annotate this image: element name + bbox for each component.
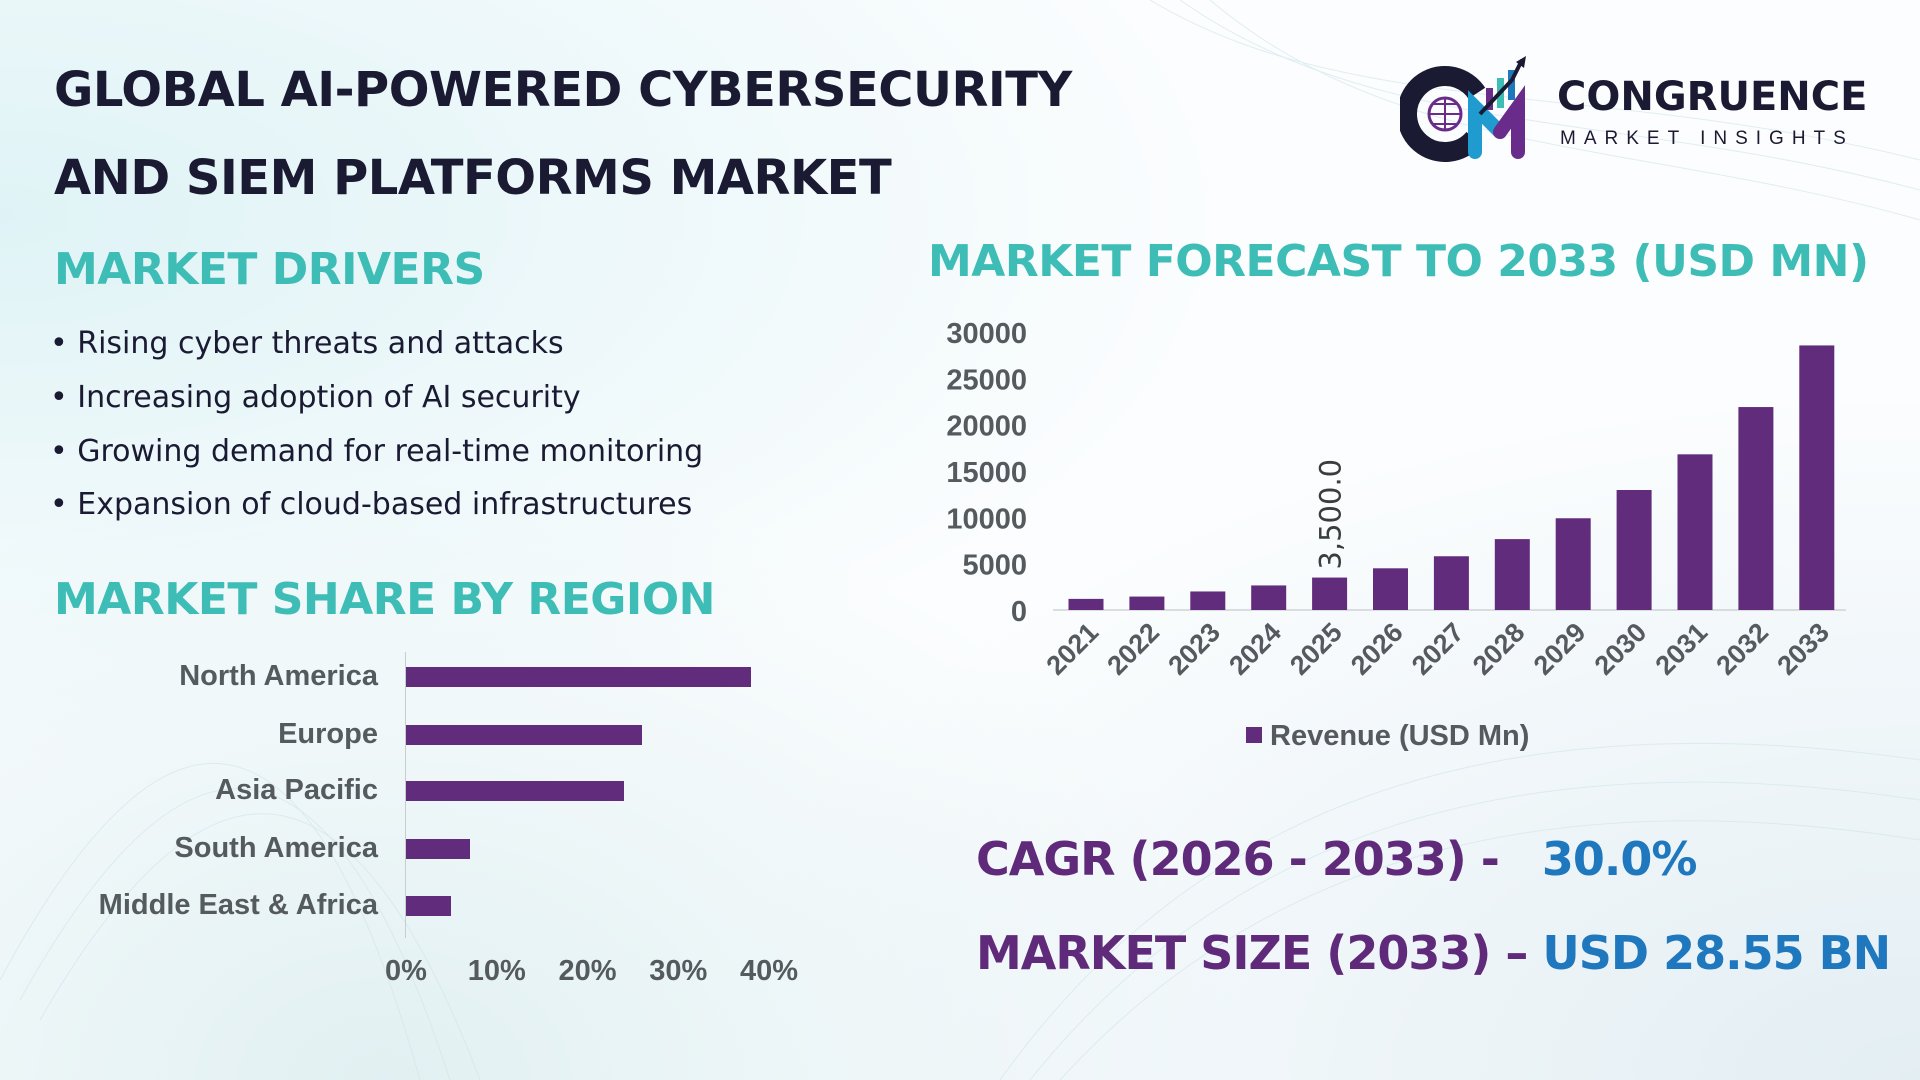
forecast-x-tick: 2029	[1528, 617, 1592, 681]
forecast-bar	[1616, 489, 1652, 610]
forecast-data-label: 3,500.0	[1314, 459, 1348, 570]
region-axis-line	[405, 652, 406, 938]
region-label: Asia Pacific	[215, 774, 378, 806]
forecast-chart-title: MARKET FORECAST TO 2033 (USD MN)	[928, 236, 1869, 287]
region-bar	[406, 667, 751, 687]
forecast-x-tick: 2028	[1467, 617, 1531, 681]
forecast-bar	[1373, 568, 1408, 610]
region-label: Europe	[278, 718, 378, 750]
forecast-x-tick: 2021	[1041, 617, 1105, 681]
forecast-y-tick: 10000	[946, 503, 1027, 535]
forecast-x-tick: 2027	[1406, 617, 1470, 681]
forecast-x-tick: 2031	[1650, 617, 1714, 681]
forecast-x-tick: 2025	[1284, 617, 1348, 681]
cagr-value: 30.0%	[1541, 832, 1698, 886]
legend-swatch	[1246, 727, 1262, 743]
region-chart-title: MARKET SHARE BY REGION	[54, 574, 716, 625]
forecast-bar	[1738, 407, 1774, 610]
forecast-y-tick: 30000	[946, 318, 1027, 350]
forecast-y-tick: 5000	[962, 550, 1027, 582]
region-bar	[406, 896, 452, 916]
forecast-x-tick: 2032	[1710, 617, 1774, 681]
region-x-tick: 40%	[739, 955, 799, 987]
region-x-tick: 20%	[558, 955, 617, 987]
region-label: Middle East & Africa	[98, 889, 378, 921]
forecast-x-tick: 2033	[1771, 617, 1835, 681]
region-bar	[406, 725, 642, 745]
forecast-bar	[1555, 518, 1591, 610]
driver-text: Growing demand for real-time monitoring	[77, 434, 704, 469]
forecast-bar	[1433, 556, 1469, 610]
region-bar	[406, 839, 470, 859]
forecast-bar	[1190, 591, 1226, 610]
driver-item: • Growing demand for real-time monitorin…	[50, 434, 704, 469]
page-title-line2: AND SIEM PLATFORMS MARKET	[54, 150, 892, 206]
forecast-x-tick: 2024	[1223, 617, 1287, 681]
forecast-bar	[1251, 585, 1287, 610]
page-title-line1: GLOBAL AI-POWERED CYBERSECURITY	[54, 62, 1072, 118]
market-drivers-heading: MARKET DRIVERS	[54, 244, 485, 295]
forecast-bar	[1677, 454, 1713, 610]
forecast-x-tick: 2023	[1162, 617, 1226, 681]
region-x-tick: 30%	[649, 955, 708, 987]
market-size-value: USD 28.55 BN	[1542, 926, 1891, 980]
forecast-x-tick: 2022	[1101, 617, 1165, 681]
region-label: North America	[179, 660, 378, 692]
forecast-bar	[1068, 598, 1104, 610]
forecast-y-tick: 0	[1011, 596, 1027, 628]
cagr-label: CAGR (2026 - 2033) -	[976, 832, 1500, 886]
forecast-bar	[1494, 539, 1530, 610]
legend-label: Revenue (USD Mn)	[1270, 720, 1529, 752]
region-x-tick: 10%	[467, 955, 526, 987]
forecast-y-tick: 25000	[946, 364, 1027, 396]
cagr-row: CAGR (2026 - 2033) - 30.0%	[976, 832, 1697, 886]
driver-text: Increasing adoption of AI security	[77, 380, 581, 415]
forecast-bar	[1312, 577, 1348, 610]
region-x-tick: 0%	[385, 955, 427, 987]
region-bar	[406, 781, 624, 801]
region-label: South America	[174, 832, 378, 864]
logo-tagline: MARKET INSIGHTS	[1560, 128, 1854, 149]
driver-item: • Increasing adoption of AI security	[50, 380, 581, 415]
forecast-y-tick: 15000	[946, 457, 1027, 489]
logo-mark-icon	[1400, 56, 1526, 162]
logo-brand: CONGRUENCE	[1557, 74, 1868, 120]
market-size-label: MARKET SIZE (2033) –	[976, 926, 1528, 980]
driver-item: • Rising cyber threats and attacks	[50, 326, 564, 361]
forecast-bar	[1129, 596, 1165, 610]
driver-text: Expansion of cloud-based infrastructures	[77, 487, 693, 522]
driver-item: • Expansion of cloud-based infrastructur…	[50, 487, 693, 522]
driver-text: Rising cyber threats and attacks	[77, 326, 564, 361]
forecast-x-tick: 2030	[1589, 617, 1653, 681]
forecast-x-tick: 2026	[1345, 617, 1409, 681]
logo: CONGRUENCE MARKET INSIGHTS	[1400, 52, 1870, 162]
forecast-y-tick: 20000	[946, 411, 1027, 443]
market-size-row: MARKET SIZE (2033) – USD 28.55 BN	[976, 926, 1891, 980]
forecast-bar	[1799, 345, 1835, 610]
